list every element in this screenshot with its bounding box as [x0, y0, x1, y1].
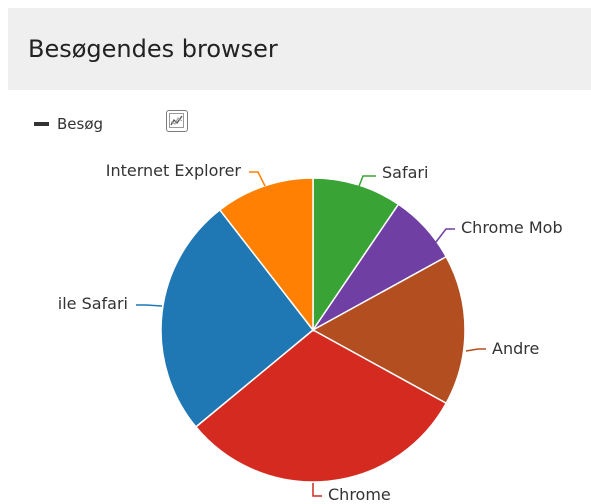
pie-label-ile-safari: ile Safari — [58, 294, 128, 313]
pie-connector-5 — [249, 171, 266, 187]
pie-slice-internet-explorer[interactable] — [218, 177, 314, 333]
pie-label-chrome: Chrome — [328, 485, 391, 504]
widget-title: Besøgendes browser — [28, 35, 278, 63]
legend-series-label: Besøg — [57, 115, 104, 133]
legend-series-swatch — [34, 122, 49, 126]
pie-label-andre: Andre — [492, 339, 539, 358]
line-chart-icon[interactable] — [166, 110, 188, 132]
pie-connector-4 — [136, 304, 163, 307]
pie-slice-andre[interactable] — [311, 255, 466, 405]
pie-label-internet-explorer: Internet Explorer — [106, 161, 242, 180]
pie-slice-ile-safari[interactable] — [160, 208, 315, 428]
pie-label-chrome-mob: Chrome Mob — [461, 218, 563, 237]
pie-connector-1 — [435, 228, 455, 243]
pie-slice-chrome[interactable] — [194, 329, 448, 483]
widget-header: Besøgendes browser — [8, 8, 591, 90]
chart-legend[interactable]: Besøg — [34, 112, 103, 136]
pie-connector-2 — [465, 348, 486, 352]
pie-slice-safari[interactable] — [312, 177, 400, 333]
pie-label-safari: Safari — [382, 163, 428, 182]
pie-connector-0 — [355, 175, 376, 195]
pie-connector-3 — [312, 483, 322, 497]
